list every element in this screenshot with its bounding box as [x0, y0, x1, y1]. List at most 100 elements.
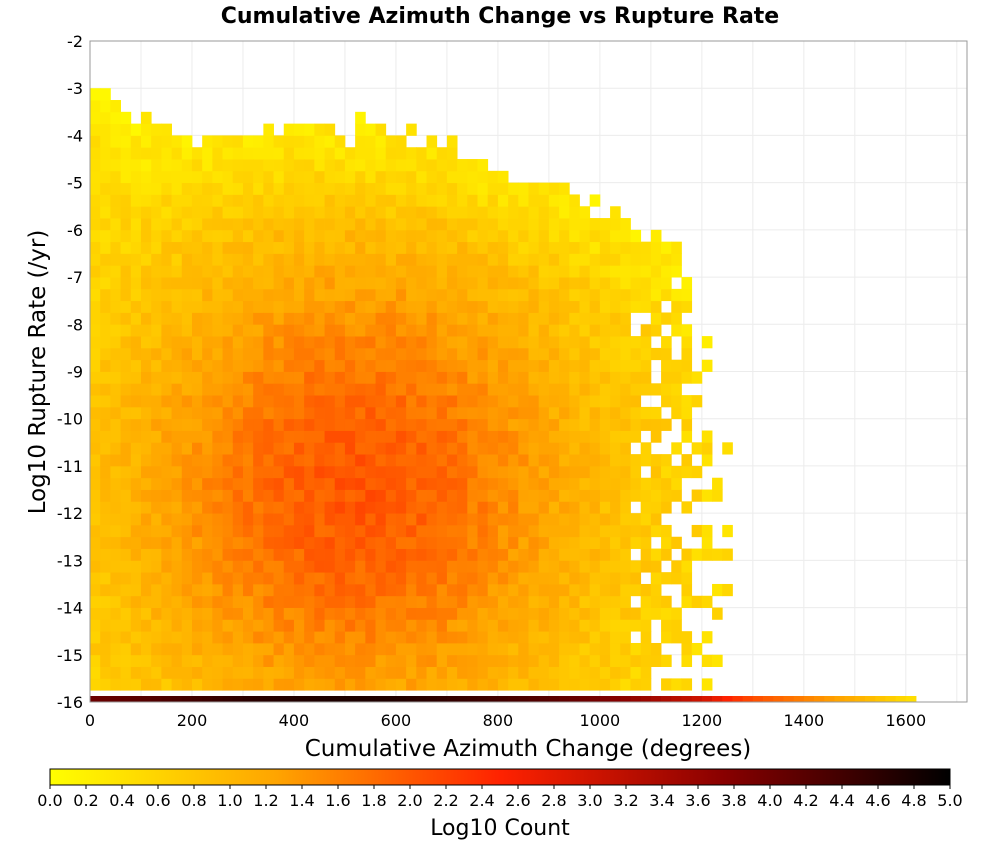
heatmap-cell — [518, 631, 529, 644]
heatmap-cell — [202, 277, 213, 290]
heatmap-cell — [161, 218, 172, 231]
heatmap-cell — [283, 654, 295, 667]
heatmap-cell — [314, 395, 325, 408]
floor-row-cell — [589, 696, 601, 702]
heatmap-cell — [569, 241, 580, 254]
heatmap-cell — [497, 406, 509, 420]
heatmap-cell — [467, 312, 478, 325]
heatmap-cell — [100, 111, 111, 125]
heatmap-cell — [548, 572, 560, 585]
heatmap-cell — [222, 336, 234, 349]
heatmap-cell — [232, 300, 244, 313]
heatmap-cell — [355, 465, 366, 479]
heatmap-cell — [171, 501, 183, 514]
heatmap-cell — [140, 336, 152, 349]
heatmap-cell — [324, 619, 336, 632]
heatmap-cell — [151, 678, 162, 691]
heatmap-cell — [385, 277, 397, 290]
heatmap-cell — [293, 218, 305, 231]
heatmap-cell — [538, 336, 550, 349]
heatmap-cell — [548, 631, 560, 644]
heatmap-cell — [334, 666, 346, 679]
heatmap-cell — [467, 572, 478, 585]
heatmap-cell — [671, 619, 682, 632]
heatmap-cell — [640, 560, 652, 573]
heatmap-cell — [334, 678, 346, 691]
heatmap-cell — [630, 347, 642, 361]
heatmap-cell — [314, 123, 325, 136]
heatmap-cell — [538, 277, 550, 290]
colorbar-tick-label: 0.0 — [37, 791, 62, 810]
heatmap-cell — [202, 442, 213, 455]
heatmap-cell — [640, 548, 652, 561]
colorbar-tick-label: 4.0 — [757, 791, 782, 810]
heatmap-cell — [559, 265, 570, 278]
heatmap-cell — [273, 666, 285, 679]
heatmap-cell — [416, 607, 427, 620]
heatmap-cell — [691, 395, 703, 408]
heatmap-cell — [110, 100, 121, 113]
heatmap-cell — [222, 642, 234, 656]
heatmap-cell — [406, 218, 417, 231]
heatmap-cell — [293, 324, 305, 337]
heatmap-cell — [467, 347, 478, 361]
heatmap-cell — [579, 654, 591, 667]
colorbar-tick-label: 2.0 — [397, 791, 422, 810]
heatmap-cell — [548, 206, 560, 219]
heatmap-cell — [528, 678, 540, 691]
heatmap-cell — [365, 170, 376, 184]
heatmap-cell — [304, 477, 315, 490]
heatmap-cell — [446, 477, 458, 490]
heatmap-cell — [222, 583, 234, 597]
heatmap-cell — [181, 206, 193, 219]
colorbar-tick-label: 5.0 — [937, 791, 962, 810]
heatmap-cell — [181, 229, 193, 243]
heatmap-cell — [324, 607, 336, 620]
heatmap-cell — [90, 170, 101, 184]
heatmap-cell — [579, 631, 591, 644]
heatmap-cell — [610, 595, 621, 608]
heatmap-cell — [181, 442, 193, 455]
heatmap-cell — [100, 324, 111, 337]
heatmap-cell — [528, 359, 540, 372]
heatmap-cell — [548, 442, 560, 455]
heatmap-cell — [222, 253, 234, 266]
heatmap-cell — [640, 631, 652, 644]
heatmap-cell — [375, 666, 387, 679]
heatmap-cell — [538, 300, 550, 313]
heatmap-cell — [232, 395, 244, 408]
heatmap-cell — [344, 229, 356, 243]
heatmap-cell — [344, 560, 356, 573]
heatmap-cell — [589, 642, 601, 656]
floor-row-cell — [191, 696, 203, 702]
heatmap-cell — [202, 206, 213, 219]
heatmap-cell — [171, 288, 183, 302]
heatmap-cell — [569, 371, 580, 384]
heatmap-cell — [120, 572, 132, 585]
heatmap-cell — [365, 288, 376, 302]
heatmap-cell — [426, 595, 438, 608]
heatmap-cell — [508, 371, 519, 384]
colorbar-tick-label: 4.6 — [865, 791, 890, 810]
heatmap-cell — [90, 324, 101, 337]
heatmap-cell — [181, 241, 193, 254]
heatmap-cell — [283, 548, 295, 561]
heatmap-cell — [324, 182, 336, 195]
heatmap-cell — [304, 607, 315, 620]
heatmap-cell — [487, 218, 499, 231]
heatmap-cell — [446, 395, 458, 408]
heatmap-cell — [395, 241, 407, 254]
heatmap-cell — [161, 418, 172, 431]
floor-row-cell — [416, 696, 427, 702]
heatmap-cell — [599, 583, 611, 597]
floor-row-cell — [854, 696, 866, 702]
heatmap-cell — [599, 277, 611, 290]
heatmap-cell — [222, 229, 234, 243]
heatmap-cell — [467, 442, 478, 455]
heatmap-cell — [253, 678, 264, 691]
heatmap-cell — [661, 465, 672, 479]
heatmap-cell — [253, 607, 264, 620]
heatmap-cell — [630, 359, 642, 372]
heatmap-cell — [283, 477, 295, 490]
heatmap-cell — [477, 560, 489, 573]
